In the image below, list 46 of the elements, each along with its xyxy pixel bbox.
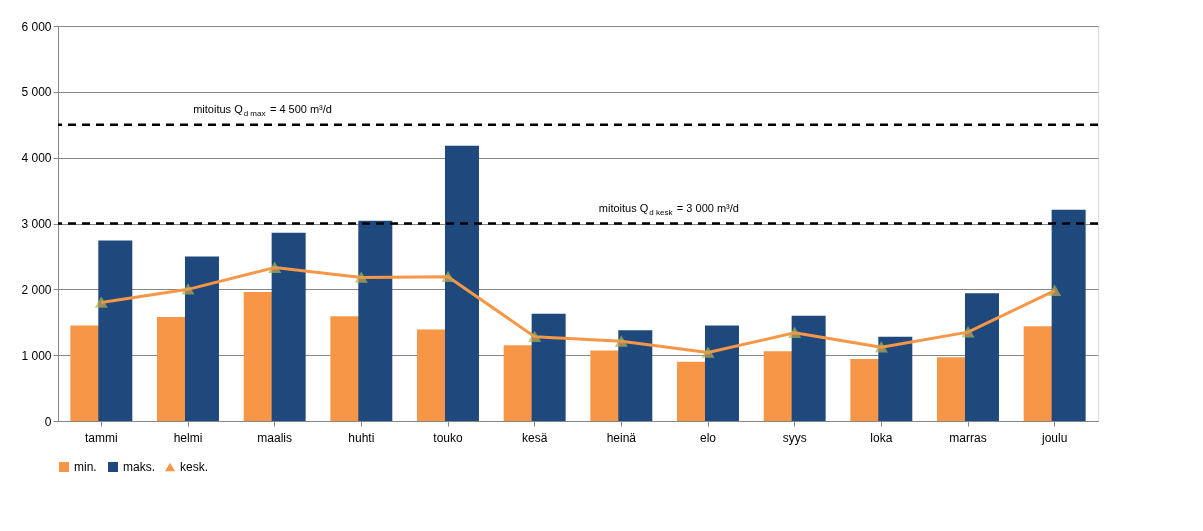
x-tick-label: kesä <box>521 430 548 445</box>
y-tick-label: 3 000 <box>21 217 52 231</box>
bar <box>444 145 479 421</box>
bar <box>704 325 739 421</box>
y-tick-label: 0 <box>44 414 52 429</box>
bar <box>1051 209 1086 421</box>
point <box>95 297 108 308</box>
bar <box>271 232 306 421</box>
y-tick-label: 2 000 <box>21 282 52 297</box>
x-tick-label: loka <box>870 430 893 445</box>
bar <box>618 330 653 421</box>
bar <box>531 313 566 421</box>
x-tick-label: marras <box>949 430 987 445</box>
point <box>1048 285 1061 296</box>
y-tick-label: 5 000 <box>21 85 52 100</box>
point <box>355 272 368 283</box>
x-tick-label: syys <box>782 430 807 445</box>
point <box>615 336 628 347</box>
point <box>528 331 541 343</box>
point <box>702 347 714 358</box>
legend-label: maks. <box>123 460 156 474</box>
point <box>875 341 888 353</box>
legend-label: kesk. <box>180 460 209 474</box>
x-tick-label: joulu <box>1040 430 1068 445</box>
bar <box>358 220 393 421</box>
point <box>442 271 454 283</box>
x-tick-label: touko <box>433 430 463 445</box>
point <box>182 284 194 295</box>
bar <box>791 315 826 421</box>
point <box>268 262 281 273</box>
bar <box>98 240 133 421</box>
point <box>962 326 974 338</box>
x-tick-label: heinä <box>606 430 637 445</box>
x-tick-label: huhti <box>348 430 375 445</box>
bar <box>964 293 999 421</box>
y-tick-label: 4 000 <box>21 151 52 166</box>
x-tick-label: elo <box>699 430 717 445</box>
x-tick-label: helmi <box>173 430 203 445</box>
bar <box>878 336 913 421</box>
y-tick-label: 1 000 <box>21 348 52 363</box>
y-tick-label: 6 000 <box>21 19 52 34</box>
x-tick-label: maalis <box>257 430 293 445</box>
legend-label: min. <box>74 460 97 474</box>
point <box>788 327 801 339</box>
bar <box>184 256 219 421</box>
x-tick-label: tammi <box>85 430 118 445</box>
